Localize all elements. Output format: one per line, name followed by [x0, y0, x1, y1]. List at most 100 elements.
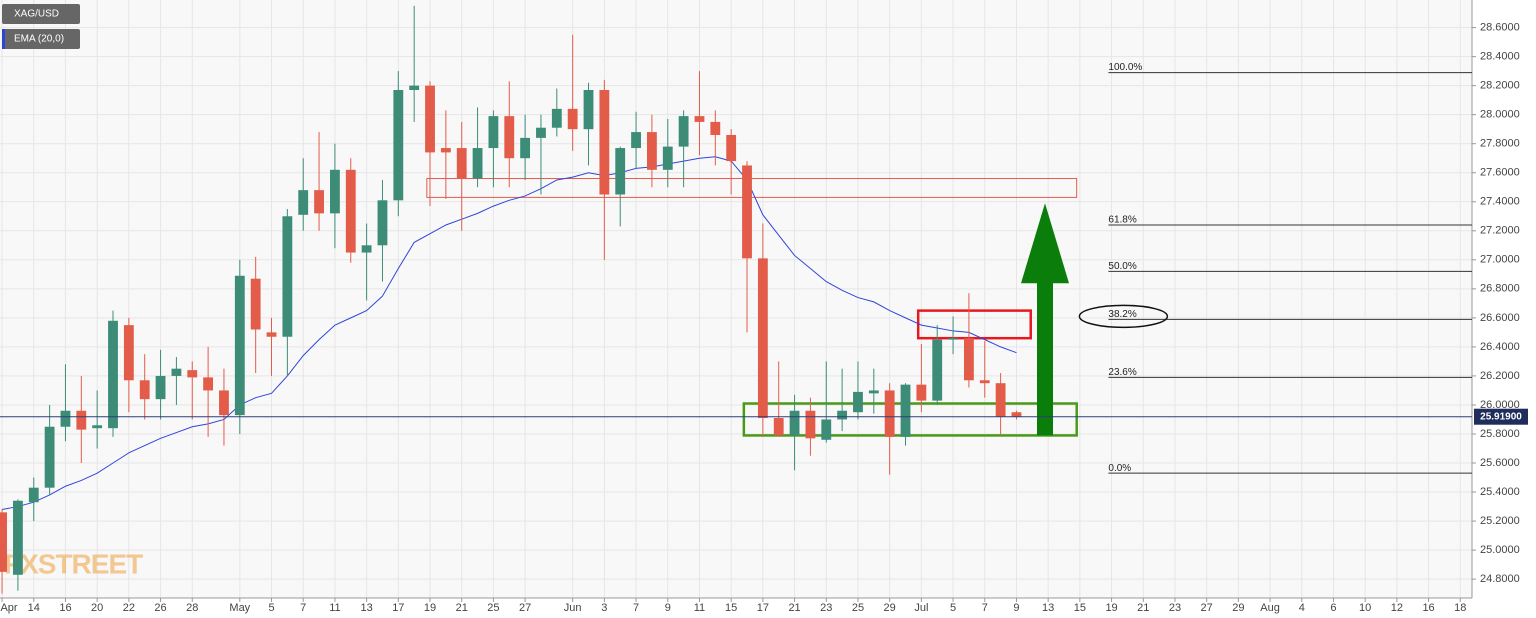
ema-line: [1, 156, 1017, 510]
x-tick-label: 23: [820, 602, 832, 614]
x-tick-label: Jul: [914, 602, 928, 614]
y-tick-label: 25.6000: [1480, 457, 1520, 469]
candle-body: [139, 380, 150, 400]
candle-body: [964, 338, 974, 381]
candle-body: [900, 384, 911, 437]
legend-box: [2, 29, 80, 49]
candle-body: [647, 132, 657, 170]
x-tick-label: 27: [1201, 602, 1213, 614]
y-tick-label: 28.4000: [1480, 51, 1520, 63]
fib-label: 61.8%: [1108, 215, 1136, 226]
x-tick-label: 25: [487, 602, 499, 614]
x-tick-label: 15: [1074, 602, 1086, 614]
candle-body: [662, 146, 673, 170]
candle-body: [805, 410, 816, 439]
candle-body: [282, 216, 293, 337]
x-tick-label: 21: [1137, 602, 1149, 614]
arrow: [1020, 203, 1069, 436]
candle-body: [393, 89, 404, 201]
candle-body: [757, 258, 768, 419]
x-tick-label: 26: [154, 602, 166, 614]
legend-label: EMA (20,0): [14, 34, 64, 45]
fib-label: 50.0%: [1108, 261, 1136, 272]
x-tick-label: 5: [268, 602, 274, 614]
candle-body: [329, 169, 340, 214]
y-tick-label: 28.6000: [1480, 21, 1520, 33]
candle-body: [932, 339, 943, 401]
y-tick-label: 27.2000: [1480, 225, 1520, 237]
y-tick-label: 26.6000: [1480, 312, 1520, 324]
y-tick-label: 25.8000: [1480, 428, 1520, 440]
candle-body: [234, 275, 245, 416]
candle-body: [219, 390, 229, 416]
candle-body: [1011, 412, 1022, 417]
x-tick-label: 29: [884, 602, 896, 614]
candle-body: [456, 148, 467, 179]
candle-body: [314, 190, 324, 214]
candle-body: [28, 487, 39, 503]
candle-body: [678, 116, 689, 147]
highlight-ellipse: [1078, 304, 1169, 329]
zone: [916, 309, 1032, 340]
y-tick-label: 25.4000: [1480, 486, 1520, 498]
x-tick-label: 7: [633, 602, 639, 614]
watermark: FXSTREET: [4, 548, 143, 579]
candle-body: [821, 419, 832, 440]
candle-body: [76, 410, 87, 430]
y-tick-label: 24.8000: [1480, 573, 1520, 585]
candle-body: [948, 338, 958, 340]
candle-body: [472, 148, 483, 179]
x-tick-label: 28: [186, 602, 198, 614]
x-tick-label: 9: [1013, 602, 1019, 614]
x-tick-label: 17: [757, 602, 769, 614]
x-tick-label: 9: [665, 602, 671, 614]
candle-body: [551, 108, 562, 128]
x-tick-label: 21: [788, 602, 800, 614]
candle-body: [710, 121, 721, 135]
fib-label: 23.6%: [1108, 367, 1136, 378]
candle-body: [44, 426, 55, 488]
legend-label: XAG/USD: [14, 9, 59, 20]
candle-body: [0, 512, 7, 572]
x-tick-label: 13: [1042, 602, 1054, 614]
y-tick-label: 26.8000: [1480, 283, 1520, 295]
x-tick-label: 16: [59, 602, 71, 614]
candle-body: [979, 380, 990, 384]
x-tick-label: 3: [601, 602, 607, 614]
candle-body: [171, 368, 182, 376]
x-tick-label: Jun: [564, 602, 582, 614]
candle-body: [345, 169, 356, 253]
x-tick-label: 7: [982, 602, 988, 614]
candle-body: [789, 410, 800, 436]
y-tick-label: 27.8000: [1480, 138, 1520, 150]
x-tick-label: 20: [91, 602, 103, 614]
candle-body: [583, 89, 594, 130]
candle-body: [425, 85, 435, 153]
x-tick-label: 5: [950, 602, 956, 614]
candle-body: [361, 245, 372, 253]
y-tick-label: 27.0000: [1480, 254, 1520, 266]
legend-swatch: [2, 29, 5, 49]
y-tick-label: 27.6000: [1480, 167, 1520, 179]
candle-body: [868, 390, 879, 394]
candle-body: [773, 418, 784, 436]
x-tick-label: 22: [123, 602, 135, 614]
candle-body: [12, 500, 23, 575]
candle-body: [377, 200, 388, 246]
y-tick-label: 28.0000: [1480, 109, 1520, 121]
x-tick-label: 18: [1454, 602, 1466, 614]
candle-body: [250, 278, 261, 330]
candle-body: [599, 89, 610, 195]
x-tick-label: 25: [852, 602, 864, 614]
y-tick-label: 27.4000: [1480, 196, 1520, 208]
candle-body: [837, 410, 848, 420]
x-tick-label: 12: [1391, 602, 1403, 614]
x-tick-label: Aug: [1260, 602, 1280, 614]
x-tick-label: 19: [1105, 602, 1117, 614]
fib-label: 0.0%: [1108, 463, 1131, 474]
candle-body: [504, 116, 515, 159]
x-tick-label: 6: [1330, 602, 1336, 614]
x-tick-label: May: [229, 602, 250, 614]
candle-body: [520, 137, 531, 159]
